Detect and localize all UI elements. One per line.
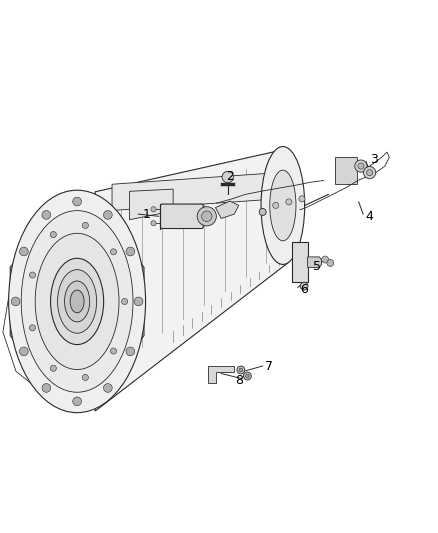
- Circle shape: [126, 347, 135, 356]
- Polygon shape: [307, 257, 321, 268]
- Circle shape: [42, 384, 51, 392]
- Circle shape: [237, 366, 245, 374]
- Circle shape: [50, 231, 57, 238]
- Circle shape: [299, 196, 305, 202]
- Text: 5: 5: [313, 260, 321, 273]
- Circle shape: [201, 211, 212, 222]
- Circle shape: [321, 256, 328, 263]
- Circle shape: [110, 348, 117, 354]
- Circle shape: [259, 208, 266, 215]
- Circle shape: [246, 374, 249, 378]
- Circle shape: [29, 272, 35, 278]
- Circle shape: [327, 260, 334, 266]
- Polygon shape: [95, 149, 305, 411]
- FancyBboxPatch shape: [160, 204, 203, 229]
- Ellipse shape: [21, 211, 133, 392]
- Circle shape: [367, 169, 373, 176]
- Circle shape: [364, 166, 376, 179]
- Circle shape: [11, 297, 20, 306]
- Ellipse shape: [64, 281, 90, 322]
- Polygon shape: [292, 243, 307, 282]
- Polygon shape: [335, 157, 357, 183]
- Text: 4: 4: [366, 210, 374, 223]
- Ellipse shape: [270, 170, 296, 241]
- Ellipse shape: [50, 259, 104, 344]
- Ellipse shape: [9, 190, 145, 413]
- Circle shape: [82, 374, 88, 381]
- Circle shape: [20, 347, 28, 356]
- Polygon shape: [10, 219, 144, 384]
- Circle shape: [273, 203, 279, 208]
- Ellipse shape: [35, 233, 119, 369]
- Circle shape: [20, 247, 28, 256]
- Circle shape: [103, 384, 112, 392]
- Circle shape: [73, 197, 81, 206]
- Circle shape: [29, 325, 35, 331]
- Text: 2: 2: [226, 171, 234, 183]
- Circle shape: [134, 297, 143, 306]
- Circle shape: [151, 221, 156, 226]
- Text: 3: 3: [370, 153, 378, 166]
- Circle shape: [151, 207, 156, 212]
- Polygon shape: [215, 201, 239, 219]
- Text: 1: 1: [143, 208, 151, 221]
- Circle shape: [286, 199, 292, 205]
- Circle shape: [239, 368, 243, 372]
- Circle shape: [197, 207, 216, 226]
- Circle shape: [73, 397, 81, 406]
- Ellipse shape: [70, 290, 84, 313]
- Circle shape: [222, 171, 233, 183]
- Circle shape: [110, 249, 117, 255]
- Circle shape: [122, 298, 127, 304]
- Polygon shape: [112, 172, 292, 211]
- Circle shape: [103, 211, 112, 219]
- Text: 6: 6: [300, 282, 308, 296]
- Circle shape: [244, 372, 251, 380]
- Polygon shape: [130, 189, 173, 220]
- Ellipse shape: [261, 147, 305, 264]
- Circle shape: [300, 282, 308, 290]
- Text: 7: 7: [265, 360, 273, 373]
- Circle shape: [82, 222, 88, 229]
- Circle shape: [355, 160, 367, 172]
- Polygon shape: [208, 366, 234, 383]
- Ellipse shape: [57, 270, 97, 333]
- Circle shape: [42, 211, 51, 219]
- Circle shape: [358, 163, 364, 169]
- Text: 8: 8: [235, 374, 243, 387]
- Circle shape: [50, 365, 57, 372]
- Circle shape: [126, 247, 135, 256]
